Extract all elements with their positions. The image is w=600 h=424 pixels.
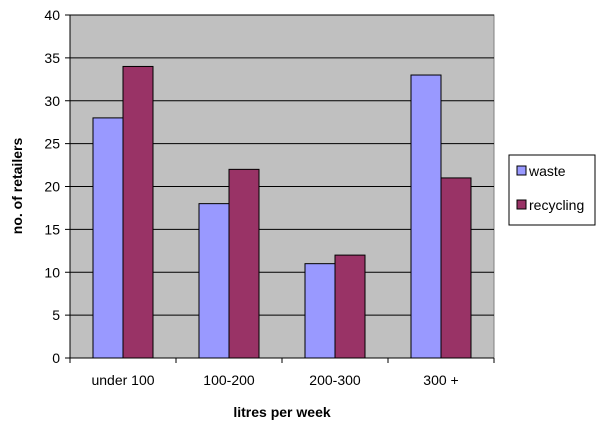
y-tick-label: 25: [44, 136, 60, 152]
y-tick-label: 35: [44, 50, 60, 66]
x-tick-label: under 100: [91, 372, 154, 388]
x-tick-labels: under 100 100-200 200-300 300 +: [91, 372, 458, 388]
y-tick-label: 5: [52, 307, 60, 323]
bar-recycling-3: [440, 177, 472, 359]
y-tick-labels: 0 5 10 15 20 25 30 35 40: [44, 7, 60, 366]
y-tick-label: 30: [44, 93, 60, 109]
x-axis-title: litres per week: [233, 404, 330, 420]
y-tick-label: 0: [52, 350, 60, 366]
legend-label-waste: waste: [528, 163, 566, 179]
legend: waste recycling: [508, 154, 596, 226]
y-tick-label: 40: [44, 7, 60, 23]
bar-waste-3: [410, 74, 442, 359]
legend-label-recycling: recycling: [529, 197, 584, 213]
y-axis-title: no. of retailers: [9, 138, 25, 235]
legend-swatch-waste: [516, 165, 527, 176]
legend-swatch-recycling: [516, 199, 527, 210]
bar-recycling-2: [334, 254, 366, 359]
x-tick-label: 200-300: [309, 372, 361, 388]
bar-waste-2: [304, 263, 336, 359]
y-tick-label: 15: [44, 221, 60, 237]
y-tick-label: 20: [44, 179, 60, 195]
x-tick-label: 300 +: [423, 372, 458, 388]
bar-waste-1: [198, 203, 230, 359]
bar-waste-0: [92, 117, 124, 359]
bars: [92, 65, 472, 359]
y-tick-label: 10: [44, 264, 60, 280]
bar-recycling-0: [122, 65, 154, 359]
axes: [65, 14, 495, 363]
bar-recycling-1: [228, 168, 260, 359]
x-tick-label: 100-200: [203, 372, 255, 388]
